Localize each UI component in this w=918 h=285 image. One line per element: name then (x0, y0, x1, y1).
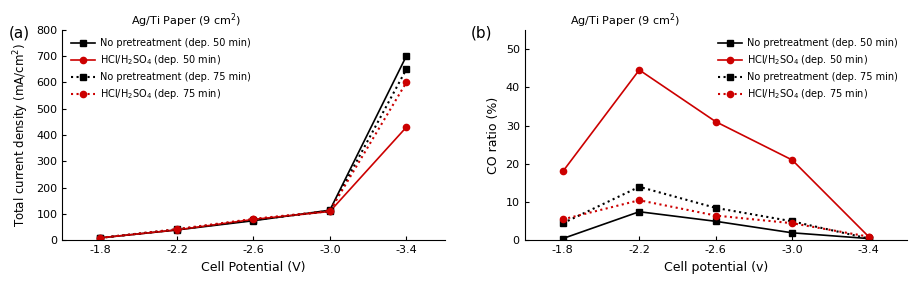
Line: No pretreatment (dep. 75 min): No pretreatment (dep. 75 min) (97, 66, 409, 241)
No pretreatment (dep. 75 min) (95, 236, 106, 240)
No pretreatment (dep. 75 min) (633, 185, 644, 189)
Line: HCl/H$_2$SO$_4$ (dep. 50 min): HCl/H$_2$SO$_4$ (dep. 50 min) (560, 67, 872, 240)
Text: (a): (a) (9, 25, 30, 40)
Y-axis label: CO ratio (%): CO ratio (%) (487, 96, 500, 174)
HCl/H$_2$SO$_4$ (dep. 50 min) (711, 120, 722, 123)
Legend: No pretreatment (dep. 50 min), HCl/H$_2$SO$_4$ (dep. 50 min), No pretreatment (d: No pretreatment (dep. 50 min), HCl/H$_2$… (67, 34, 255, 105)
Line: No pretreatment (dep. 50 min): No pretreatment (dep. 50 min) (560, 209, 872, 242)
X-axis label: Cell potential (v): Cell potential (v) (664, 261, 767, 274)
HCl/H$_2$SO$_4$ (dep. 50 min) (172, 228, 183, 232)
HCl/H$_2$SO$_4$ (dep. 75 min) (324, 209, 335, 213)
No pretreatment (dep. 75 min) (324, 209, 335, 213)
HCl/H$_2$SO$_4$ (dep. 75 min) (633, 199, 644, 202)
Legend: No pretreatment (dep. 50 min), HCl/H$_2$SO$_4$ (dep. 50 min), No pretreatment (d: No pretreatment (dep. 50 min), HCl/H$_2$… (714, 34, 902, 105)
HCl/H$_2$SO$_4$ (dep. 50 min) (401, 125, 412, 129)
Line: HCl/H$_2$SO$_4$ (dep. 75 min): HCl/H$_2$SO$_4$ (dep. 75 min) (97, 79, 409, 241)
No pretreatment (dep. 75 min) (787, 220, 798, 223)
No pretreatment (dep. 75 min) (172, 228, 183, 231)
Text: (b): (b) (471, 25, 493, 40)
No pretreatment (dep. 50 min) (711, 220, 722, 223)
No pretreatment (dep. 50 min) (401, 54, 412, 58)
HCl/H$_2$SO$_4$ (dep. 75 min) (172, 227, 183, 231)
HCl/H$_2$SO$_4$ (dep. 75 min) (557, 218, 568, 221)
Y-axis label: Total current density (mA/cm$^2$): Total current density (mA/cm$^2$) (11, 43, 30, 227)
No pretreatment (dep. 50 min) (95, 236, 106, 240)
HCl/H$_2$SO$_4$ (dep. 50 min) (787, 158, 798, 162)
X-axis label: Cell Potential (V): Cell Potential (V) (201, 261, 306, 274)
HCl/H$_2$SO$_4$ (dep. 50 min) (557, 170, 568, 173)
No pretreatment (dep. 75 min) (711, 206, 722, 209)
Text: Ag/Ti Paper (9 cm$^2$): Ag/Ti Paper (9 cm$^2$) (131, 11, 241, 30)
HCl/H$_2$SO$_4$ (dep. 75 min) (863, 235, 874, 238)
No pretreatment (dep. 50 min) (863, 237, 874, 240)
Line: HCl/H$_2$SO$_4$ (dep. 50 min): HCl/H$_2$SO$_4$ (dep. 50 min) (97, 124, 409, 241)
Line: No pretreatment (dep. 75 min): No pretreatment (dep. 75 min) (560, 184, 872, 242)
HCl/H$_2$SO$_4$ (dep. 75 min) (711, 214, 722, 217)
HCl/H$_2$SO$_4$ (dep. 50 min) (863, 235, 874, 238)
HCl/H$_2$SO$_4$ (dep. 75 min) (95, 236, 106, 240)
No pretreatment (dep. 75 min) (863, 237, 874, 240)
No pretreatment (dep. 75 min) (557, 221, 568, 225)
HCl/H$_2$SO$_4$ (dep. 50 min) (248, 218, 259, 221)
Line: No pretreatment (dep. 50 min): No pretreatment (dep. 50 min) (97, 53, 409, 241)
No pretreatment (dep. 75 min) (401, 68, 412, 71)
HCl/H$_2$SO$_4$ (dep. 75 min) (401, 81, 412, 84)
HCl/H$_2$SO$_4$ (dep. 50 min) (633, 68, 644, 72)
No pretreatment (dep. 50 min) (633, 210, 644, 213)
No pretreatment (dep. 50 min) (557, 237, 568, 240)
HCl/H$_2$SO$_4$ (dep. 75 min) (248, 217, 259, 221)
HCl/H$_2$SO$_4$ (dep. 50 min) (95, 236, 106, 240)
Line: HCl/H$_2$SO$_4$ (dep. 75 min): HCl/H$_2$SO$_4$ (dep. 75 min) (560, 197, 872, 240)
No pretreatment (dep. 50 min) (324, 208, 335, 212)
No pretreatment (dep. 75 min) (248, 218, 259, 222)
HCl/H$_2$SO$_4$ (dep. 75 min) (787, 221, 798, 225)
No pretreatment (dep. 50 min) (172, 228, 183, 232)
No pretreatment (dep. 50 min) (248, 219, 259, 222)
Text: Ag/Ti Paper (9 cm$^{2}$): Ag/Ti Paper (9 cm$^{2}$) (570, 11, 680, 30)
No pretreatment (dep. 50 min) (787, 231, 798, 235)
HCl/H$_2$SO$_4$ (dep. 50 min) (324, 210, 335, 213)
